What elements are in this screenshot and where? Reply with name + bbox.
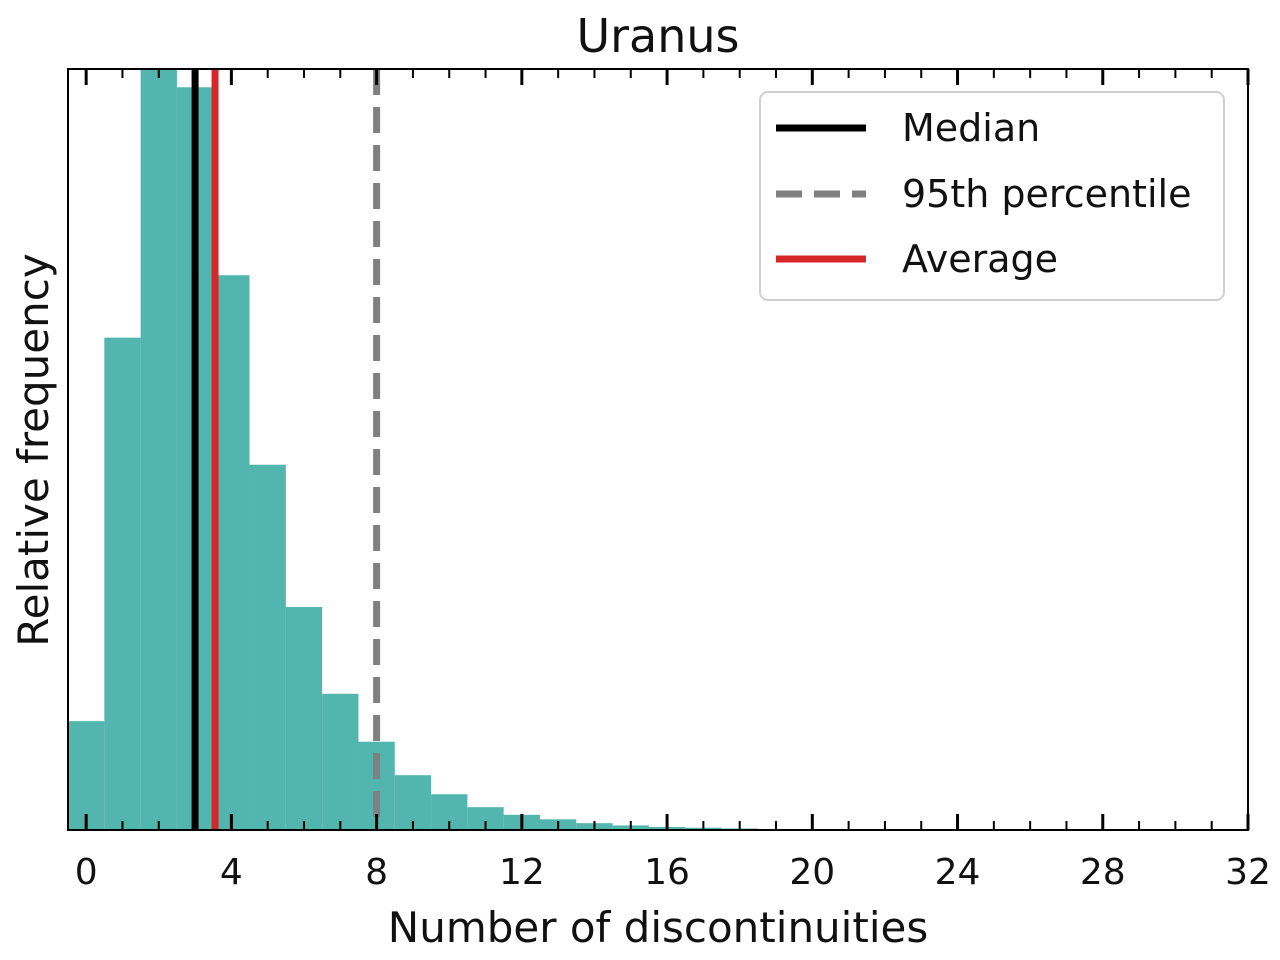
histogram-bar: [467, 807, 504, 830]
legend-box: [759, 91, 1225, 301]
x-tick-label: 8: [365, 852, 388, 893]
chart-title: Uranus: [576, 9, 739, 63]
x-tick-label: 4: [220, 852, 243, 893]
y-axis-label: Relative frequency: [9, 253, 58, 646]
histogram-bar: [68, 721, 105, 830]
legend-items: Median 95th percentile Average: [776, 106, 1191, 281]
histogram-bar: [322, 693, 359, 830]
median-legend-label: Median: [902, 106, 1040, 150]
x-tick-label: 12: [499, 852, 545, 893]
x-tick-label: 20: [789, 852, 835, 893]
x-axis-ticks: [84, 69, 1250, 830]
histogram-bars: [68, 69, 831, 831]
histogram-bar: [213, 275, 250, 831]
histogram-bar: [394, 775, 432, 830]
plot-frame: [67, 68, 1249, 831]
legend: Median 95th percentile Average: [759, 91, 1225, 301]
x-tick-label: 0: [75, 852, 98, 893]
average-legend-label: Average: [902, 237, 1058, 281]
x-tick-label: 32: [1225, 852, 1271, 893]
histogram-bar: [140, 69, 177, 830]
reference-lines: [191, 69, 381, 830]
histogram-bar: [104, 337, 141, 830]
x-axis-tick-labels: 0 4 8 12 16 20 24 28 32: [75, 852, 1271, 893]
x-tick-label: 24: [935, 852, 981, 893]
histogram-bar: [249, 464, 286, 830]
x-tick-label: 28: [1080, 852, 1126, 893]
x-tick-label: 16: [644, 852, 690, 893]
histogram-bar: [285, 607, 323, 830]
x-axis-label: Number of discontinuities: [388, 903, 928, 952]
95th-percentile-legend-label: 95th percentile: [902, 172, 1191, 216]
